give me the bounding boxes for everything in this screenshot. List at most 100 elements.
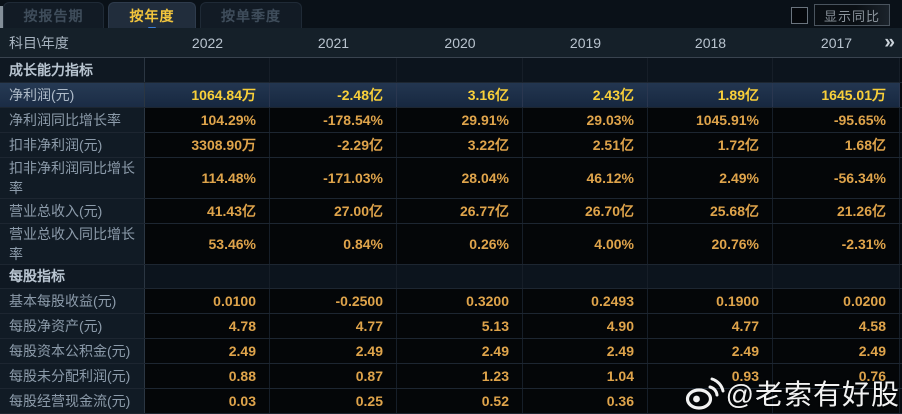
cell-value: 53.46% <box>145 223 270 264</box>
cell-value <box>523 264 648 289</box>
table-row[interactable]: 净利润(元) 1064.84万 -2.48亿 3.16亿 2.43亿 1.89亿 1645.… <box>0 82 902 108</box>
cell-value: 4.58 <box>773 314 900 339</box>
cell-value: 3.16亿 <box>397 82 523 107</box>
cell-value: 41.43亿 <box>145 198 270 223</box>
year-header: 2021 <box>317 34 350 51</box>
cell-value: 0.93 <box>648 364 773 389</box>
header-row: 科目\年度 2022 2021 2020 2019 2018 2017 » <box>0 28 902 58</box>
tab-bar: 按报告期 按年度 按单季度 显示同比 <box>0 0 902 28</box>
cell-value: -2.31% <box>773 223 900 264</box>
cell-value: 2.51亿 <box>523 132 648 157</box>
table-row[interactable]: 营业总收入(元) 41.43亿 27.00亿 26.77亿 26.70亿 25.68亿 21… <box>0 198 902 224</box>
cell-value: -171.03% <box>270 157 397 198</box>
cell-value: 20.76% <box>648 223 773 264</box>
cell-value: 2.49 <box>523 339 648 364</box>
section-row[interactable]: 成长能力指标 <box>0 58 902 83</box>
table-row[interactable]: 每股净资产(元) 4.78 4.77 5.13 4.90 4.77 4.58 <box>0 314 902 340</box>
cell-value: 4.90 <box>523 314 648 339</box>
cell-value: 5.13 <box>397 314 523 339</box>
cell-value: 0.36 <box>523 389 648 413</box>
cell-value: 2.49 <box>397 339 523 364</box>
table-row[interactable]: 扣非净利润(元) 3308.90万 -2.29亿 3.22亿 2.51亿 1.72亿 1.6… <box>0 132 902 158</box>
cell-value: 0.76 <box>773 364 900 389</box>
cell-value <box>145 264 270 289</box>
cell-value: 28.04% <box>397 157 523 198</box>
cell-value: 0.0100 <box>145 289 270 314</box>
cell-value: 29.03% <box>523 107 648 132</box>
yoy-control: 显示同比 <box>791 4 890 26</box>
cell-value: 25.68亿 <box>648 198 773 223</box>
row-label: 基本每股收益(元) <box>0 289 145 314</box>
show-yoy-checkbox[interactable] <box>791 6 808 24</box>
cell-value: -56.34% <box>773 157 900 198</box>
cell-value: 0.0200 <box>773 289 900 314</box>
cell-value: 46.12% <box>523 157 648 198</box>
table-row[interactable]: 每股资本公积金(元) 2.49 2.49 2.49 2.49 2.49 2.49 <box>0 339 902 365</box>
year-header: 2018 <box>694 34 727 51</box>
cell-value: -2.29亿 <box>270 132 397 157</box>
cell-value: 0.25 <box>270 389 397 413</box>
table-row[interactable]: 净利润同比增长率 104.29% -178.54% 29.91% 29.03% 1045.… <box>0 107 902 133</box>
row-label: 每股净资产(元) <box>0 314 145 339</box>
cell-value: 2.43亿 <box>523 82 648 107</box>
section-row[interactable]: 每股指标 <box>0 264 902 290</box>
screen-edge-fragment <box>0 6 3 28</box>
cell-value: 4.77 <box>648 314 773 339</box>
row-label: 每股指标 <box>0 264 145 289</box>
cell-value: 26.77亿 <box>397 198 523 223</box>
cell-value: -178.54% <box>270 107 397 132</box>
tab-by-report-period[interactable]: 按报告期 <box>3 2 104 28</box>
year-header: 2022 <box>191 34 224 51</box>
row-label: 扣非净利润同比增长率 <box>0 157 145 198</box>
cell-value: -95.65% <box>773 107 900 132</box>
cell-value: -0.2500 <box>270 289 397 314</box>
corner-header: 科目\年度 <box>9 34 69 51</box>
cell-value <box>145 58 270 82</box>
cell-value: 21.26亿 <box>773 198 900 223</box>
cell-value: 4.77 <box>270 314 397 339</box>
cell-value: 104.29% <box>145 107 270 132</box>
tab-by-quarter[interactable]: 按单季度 <box>200 2 302 28</box>
cell-value: 26.70亿 <box>523 198 648 223</box>
row-label: 每股资本公积金(元) <box>0 339 145 364</box>
row-label: 扣非净利润(元) <box>0 132 145 157</box>
year-header: 2019 <box>569 34 602 51</box>
tab-by-year[interactable]: 按年度 <box>108 2 196 28</box>
cell-value: 4.78 <box>145 314 270 339</box>
table-row[interactable]: 基本每股收益(元) 0.0100 -0.2500 0.3200 0.2493 0.1900… <box>0 289 902 315</box>
more-years-chevron-icon[interactable]: » <box>884 31 895 53</box>
cell-value: 29.91% <box>397 107 523 132</box>
table-body: 成长能力指标 净利润(元) 1064.84万 -2.48亿 3.16亿 2.43亿 1.89… <box>0 58 902 414</box>
cell-value: 0.84% <box>270 223 397 264</box>
cell-value <box>270 58 397 82</box>
cell-value: 1.72亿 <box>648 132 773 157</box>
cell-value <box>397 58 523 82</box>
cell-value: 2.49 <box>270 339 397 364</box>
show-yoy-label[interactable]: 显示同比 <box>814 4 890 26</box>
cell-value: 0.87 <box>270 364 397 389</box>
table-row[interactable]: 营业总收入同比增长率 53.46% 0.84% 0.26% 4.00% 20.76% -2.… <box>0 223 902 265</box>
row-label: 营业总收入同比增长率 <box>0 223 145 264</box>
cell-value: 2.49 <box>773 339 900 364</box>
cell-value: 0.88 <box>145 364 270 389</box>
row-label: 营业总收入(元) <box>0 198 145 223</box>
cell-value: 1645.01万 <box>773 82 900 107</box>
cell-value <box>397 264 523 289</box>
year-header: 2017 <box>820 34 853 51</box>
cell-value: 4.00% <box>523 223 648 264</box>
cell-value: 0.2493 <box>523 289 648 314</box>
cell-value: 0.03 <box>145 389 270 413</box>
cell-value: 1.89亿 <box>648 82 773 107</box>
cell-value: 1064.84万 <box>145 82 270 107</box>
table-row[interactable]: 每股经营现金流(元) 0.03 0.25 0.52 0.36 <box>0 389 902 414</box>
table-row[interactable]: 扣非净利润同比增长率 114.48% -171.03% 28.04% 46.12% 2.4… <box>0 157 902 199</box>
cell-value: 0.26% <box>397 223 523 264</box>
cell-value: 114.48% <box>145 157 270 198</box>
cell-value: 2.49 <box>145 339 270 364</box>
cell-value: 0.52 <box>397 389 523 413</box>
cell-value: -2.48亿 <box>270 82 397 107</box>
cell-value: 3.22亿 <box>397 132 523 157</box>
cell-value <box>648 264 773 289</box>
cell-value: 27.00亿 <box>270 198 397 223</box>
table-row[interactable]: 每股未分配利润(元) 0.88 0.87 1.23 1.04 0.93 0.76 <box>0 364 902 390</box>
